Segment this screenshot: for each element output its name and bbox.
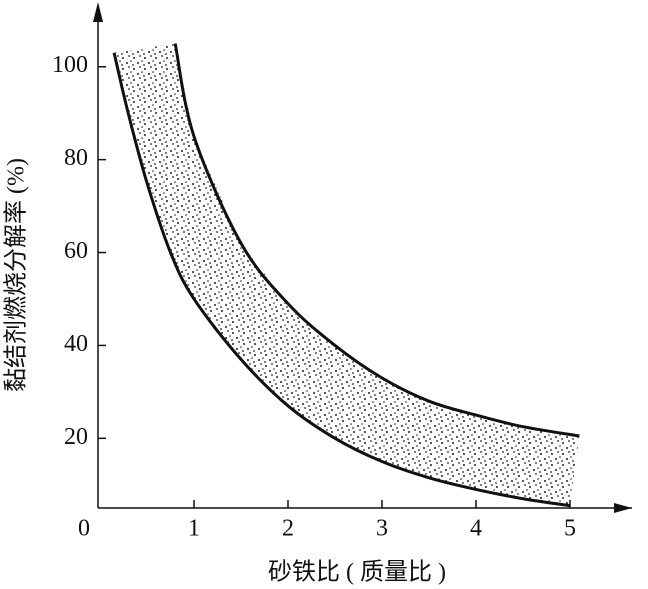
x-axis-arrow (614, 503, 632, 513)
x-tick-label: 5 (564, 516, 576, 542)
band-fill (114, 43, 580, 506)
y-tick-label: 40 (64, 331, 88, 357)
x-tick-label: 4 (470, 516, 482, 542)
y-axis-arrow (93, 2, 103, 22)
x-tick-label: 3 (376, 516, 388, 542)
y-tick-label: 60 (64, 238, 88, 264)
x-tick-label: 2 (282, 516, 294, 542)
y-tick-label: 20 (64, 424, 88, 450)
boundary-line (173, 43, 580, 438)
x-axis-label: 砂铁比 ( 质量比 ) (268, 559, 446, 586)
y-tick-label: 80 (64, 145, 88, 171)
x-tick-label: 1 (188, 516, 200, 542)
x-tick-label: 0 (78, 516, 90, 542)
y-tick-label: 100 (52, 52, 88, 78)
y-axis-label: 黏结剂燃烧分解率 (%) (3, 158, 30, 392)
boundary-line (112, 52, 571, 508)
